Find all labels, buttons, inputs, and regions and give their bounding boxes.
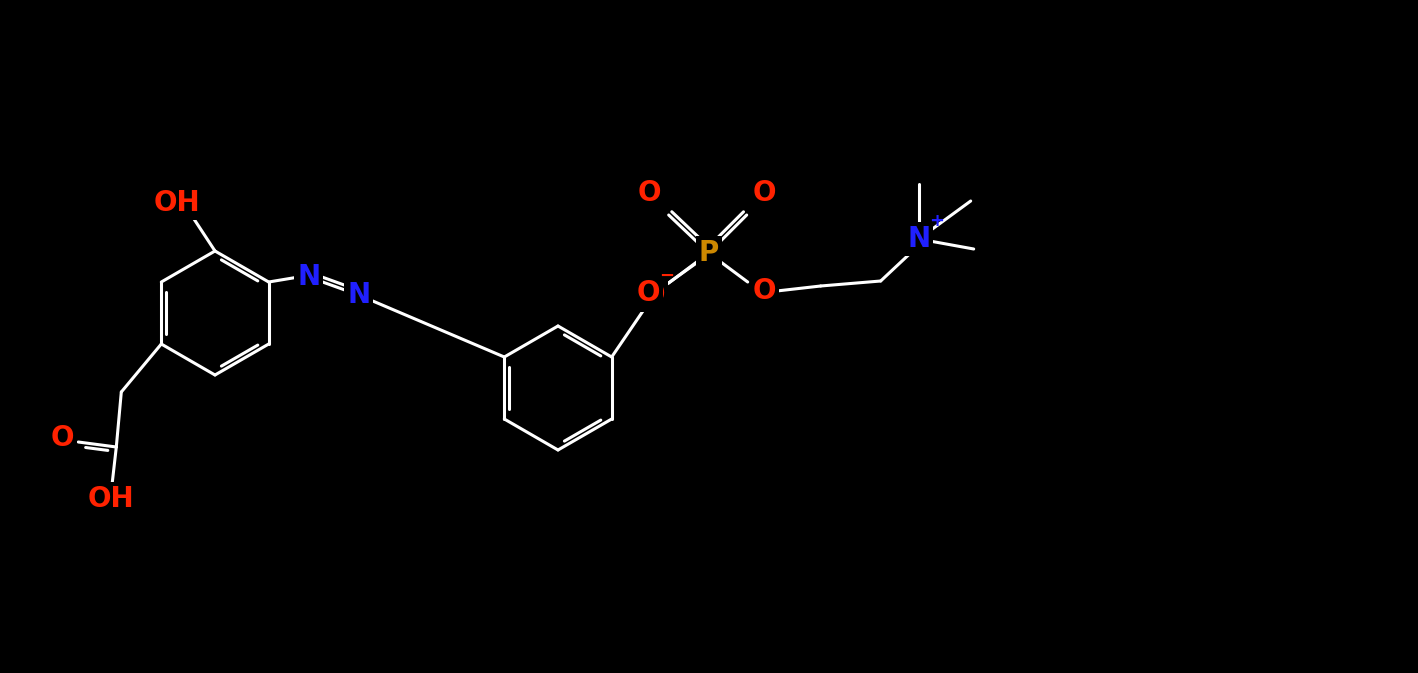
Text: O: O <box>638 179 661 207</box>
Text: N: N <box>908 225 930 253</box>
Text: P: P <box>699 239 719 267</box>
Text: O: O <box>753 277 777 305</box>
Text: O: O <box>51 424 74 452</box>
Text: O: O <box>753 179 777 207</box>
Text: O: O <box>637 279 661 307</box>
Text: −: − <box>659 267 674 285</box>
Text: +: + <box>929 212 944 230</box>
Text: OH: OH <box>153 189 200 217</box>
Text: N: N <box>347 281 370 309</box>
Text: O: O <box>642 281 665 309</box>
Text: N: N <box>298 263 320 291</box>
Text: OH: OH <box>88 485 135 513</box>
